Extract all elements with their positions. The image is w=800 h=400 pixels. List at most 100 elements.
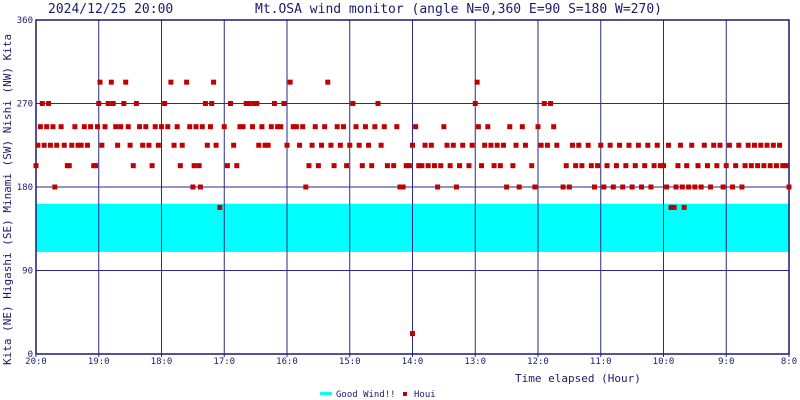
houi-point xyxy=(566,184,572,190)
y-tick-label: 360 xyxy=(17,16,33,26)
houi-point xyxy=(309,142,315,148)
houi-point xyxy=(507,124,513,130)
houi-point xyxy=(224,163,230,169)
y-tick-label: 0 xyxy=(28,350,33,360)
houi-point xyxy=(758,142,764,148)
houi-point xyxy=(290,124,296,130)
houi-point xyxy=(548,101,554,106)
houi-point xyxy=(171,142,177,148)
houi-point xyxy=(438,163,444,169)
houi-point xyxy=(475,124,481,130)
houi-point xyxy=(701,142,707,148)
houi-point xyxy=(457,163,463,169)
x-tick-label: 20:0 xyxy=(25,357,47,367)
houi-point xyxy=(312,124,318,130)
houi-point xyxy=(764,142,770,148)
houi-point xyxy=(275,124,281,130)
x-tick-label: 14:0 xyxy=(402,357,424,367)
houi-point xyxy=(504,184,510,190)
houi-point xyxy=(497,163,503,169)
houi-point xyxy=(428,142,434,148)
houi-point xyxy=(681,204,687,210)
houi-point xyxy=(303,184,309,190)
houi-point xyxy=(513,142,519,148)
houi-point xyxy=(538,142,544,148)
houi-point xyxy=(472,101,478,106)
houi-point xyxy=(268,124,274,130)
houi-point xyxy=(41,142,47,148)
houi-point xyxy=(723,163,729,169)
houi-point xyxy=(300,124,306,130)
houi-point xyxy=(654,142,660,148)
houi-point xyxy=(447,163,453,169)
houi-point xyxy=(165,124,171,130)
y-axis-label: Kita (NE) Higashi (SE) Minami (SW) Nishi… xyxy=(1,34,14,365)
houi-point xyxy=(635,142,641,148)
houi-point xyxy=(78,142,84,148)
houi-point xyxy=(485,124,491,130)
houi-point xyxy=(684,163,690,169)
houi-point xyxy=(639,184,645,190)
houi-point xyxy=(591,184,597,190)
houi-point xyxy=(736,142,742,148)
houi-point xyxy=(786,184,792,190)
houi-point xyxy=(391,163,397,169)
houi-point xyxy=(544,142,550,148)
houi-point xyxy=(94,124,100,130)
houi-point xyxy=(66,163,72,169)
houi-point xyxy=(174,124,180,130)
houi-point xyxy=(199,124,205,130)
houi-point xyxy=(177,163,183,169)
houi-point xyxy=(251,101,257,106)
houi-point xyxy=(328,142,334,148)
houi-point xyxy=(58,124,64,130)
x-tick-label: 11:0 xyxy=(590,357,612,367)
houi-point xyxy=(623,163,629,169)
houi-point xyxy=(607,142,613,148)
houi-point xyxy=(500,142,506,148)
houi-point xyxy=(72,124,78,130)
houi-point xyxy=(604,163,610,169)
houi-point xyxy=(297,142,303,148)
houi-point xyxy=(202,101,208,106)
houi-point xyxy=(601,184,607,190)
x-tick-label: 18:0 xyxy=(151,357,173,367)
houi-point xyxy=(33,163,39,169)
houi-point xyxy=(651,163,657,169)
houi-point xyxy=(745,142,751,148)
houi-point xyxy=(748,163,754,169)
houi-point xyxy=(293,124,299,130)
houi-point xyxy=(751,142,757,148)
houi-point xyxy=(35,142,41,148)
y-tick-label: 180 xyxy=(17,183,33,193)
legend-swatch-houi xyxy=(403,392,407,396)
houi-point xyxy=(661,163,666,169)
x-tick-label: 9:0 xyxy=(718,357,734,367)
houi-point xyxy=(362,124,368,130)
x-tick-label: 8:0 xyxy=(781,357,797,367)
houi-point xyxy=(573,163,579,169)
houi-point xyxy=(50,124,56,130)
houi-point xyxy=(46,101,52,106)
houi-point xyxy=(184,79,190,85)
houi-point xyxy=(491,163,497,169)
houi-point xyxy=(146,142,152,148)
houi-point xyxy=(626,142,632,148)
houi-point xyxy=(479,163,485,169)
houi-point xyxy=(110,101,116,106)
houi-point xyxy=(315,163,321,169)
houi-point xyxy=(617,142,623,148)
houi-point xyxy=(271,101,277,106)
houi-point xyxy=(52,184,58,190)
houi-point xyxy=(413,124,419,130)
houi-point xyxy=(453,184,459,190)
houi-point xyxy=(535,124,541,130)
x-tick-label: 16:0 xyxy=(276,357,298,367)
houi-point xyxy=(588,163,594,169)
houi-point xyxy=(152,124,158,130)
houi-point xyxy=(96,101,102,106)
houi-point xyxy=(234,163,240,169)
houi-point xyxy=(668,204,674,210)
houi-point xyxy=(460,142,466,148)
houi-point xyxy=(726,142,732,148)
